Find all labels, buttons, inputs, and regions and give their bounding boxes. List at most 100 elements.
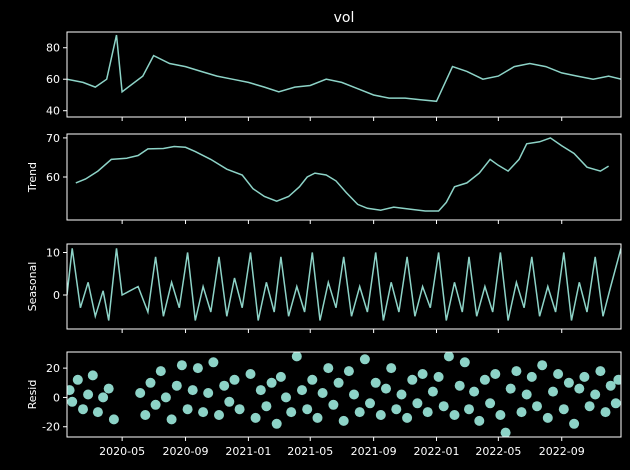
resid-point xyxy=(312,412,323,423)
resid-point xyxy=(613,374,621,385)
resid-point xyxy=(338,415,349,426)
resid-point xyxy=(317,388,328,398)
resid-point xyxy=(203,388,214,398)
resid-point xyxy=(333,377,344,388)
resid-point xyxy=(198,407,209,418)
resid-point xyxy=(381,383,391,394)
resid-point xyxy=(396,389,407,400)
resid-point xyxy=(359,354,370,365)
resid-point xyxy=(516,407,527,418)
resid-point xyxy=(521,389,532,400)
resid-point xyxy=(208,357,219,368)
resid-point xyxy=(145,377,156,388)
resid-point xyxy=(511,366,522,377)
series-line-seasonal xyxy=(67,248,621,321)
x-tick-label: 2021-01 xyxy=(225,445,271,458)
resid-point xyxy=(365,398,375,409)
resid-point xyxy=(422,407,433,418)
y-tick-label-trend: 70 xyxy=(46,132,60,145)
resid-point xyxy=(166,414,177,425)
y-tick-label-seasonal: 0 xyxy=(53,289,60,302)
resid-point xyxy=(187,385,198,396)
resid-point xyxy=(328,399,339,410)
resid-point xyxy=(386,363,397,374)
y-axis-label-resid: Resid xyxy=(26,380,39,410)
resid-point xyxy=(307,374,318,385)
resid-point xyxy=(83,389,94,400)
resid-point xyxy=(584,401,595,412)
resid-point xyxy=(140,410,151,420)
resid-point xyxy=(281,392,291,403)
y-tick-label-resid: 20 xyxy=(46,362,60,375)
resid-point xyxy=(135,388,146,398)
resid-point xyxy=(150,399,161,410)
resid-point xyxy=(402,412,413,423)
resid-point xyxy=(590,389,601,400)
x-tick-label: 2020-05 xyxy=(99,445,145,458)
resid-point xyxy=(67,385,75,396)
resid-point xyxy=(250,412,261,423)
resid-point xyxy=(155,366,166,377)
resid-point xyxy=(605,380,616,391)
resid-point xyxy=(469,386,480,397)
resid-point xyxy=(286,407,297,418)
resid-point xyxy=(526,371,537,382)
resid-point xyxy=(302,404,313,415)
resid-point xyxy=(234,404,245,415)
resid-point xyxy=(219,380,230,391)
resid-point xyxy=(479,374,490,385)
resid-point xyxy=(500,427,511,437)
resid-point xyxy=(87,370,98,381)
y-tick-label-resid: 0 xyxy=(53,391,60,404)
resid-point xyxy=(563,377,574,388)
resid-point xyxy=(595,366,606,377)
resid-point xyxy=(391,404,402,415)
resid-point xyxy=(579,371,590,382)
resid-point xyxy=(532,401,542,412)
resid-point xyxy=(417,369,428,379)
resid-point xyxy=(103,383,114,394)
resid-point xyxy=(454,380,465,391)
resid-point xyxy=(182,404,193,415)
resid-point xyxy=(542,412,553,423)
resid-point xyxy=(495,410,506,420)
resid-point xyxy=(407,374,418,385)
panel-frame-observed xyxy=(66,31,622,118)
y-axis-label-seasonal: Seasonal xyxy=(26,262,39,312)
series-line-observed xyxy=(67,34,621,103)
resid-point xyxy=(245,369,256,379)
resid-point xyxy=(537,360,548,371)
resid-point xyxy=(569,418,580,429)
resid-point xyxy=(600,407,611,418)
y-tick-label-resid: -20 xyxy=(42,421,60,434)
panel-frame-resid xyxy=(66,351,622,438)
resid-point xyxy=(266,377,277,388)
resid-point xyxy=(72,374,83,385)
resid-point xyxy=(464,404,474,415)
resid-point xyxy=(354,407,365,418)
x-tick-label: 2021-05 xyxy=(287,445,333,458)
resid-point xyxy=(433,371,444,382)
resid-point xyxy=(291,352,302,362)
resid-point xyxy=(343,366,354,377)
resid-point xyxy=(553,369,564,379)
resid-point xyxy=(558,404,569,415)
x-tick-label: 2021-09 xyxy=(351,445,397,458)
resid-point xyxy=(108,414,119,425)
resid-point xyxy=(192,363,203,374)
panel-frame-seasonal xyxy=(66,243,622,330)
resid-point xyxy=(323,363,334,374)
resid-point xyxy=(297,385,307,396)
resid-point xyxy=(229,374,240,385)
x-tick-label: 2022-05 xyxy=(475,445,521,458)
y-axis-label-trend: Trend xyxy=(26,162,39,193)
y-tick-label-observed: 60 xyxy=(46,73,60,86)
resid-point xyxy=(255,385,266,396)
resid-point xyxy=(485,398,496,409)
resid-point xyxy=(459,357,470,368)
resid-point xyxy=(427,386,438,397)
y-tick-label-seasonal: 10 xyxy=(46,247,60,260)
resid-point xyxy=(610,398,621,409)
